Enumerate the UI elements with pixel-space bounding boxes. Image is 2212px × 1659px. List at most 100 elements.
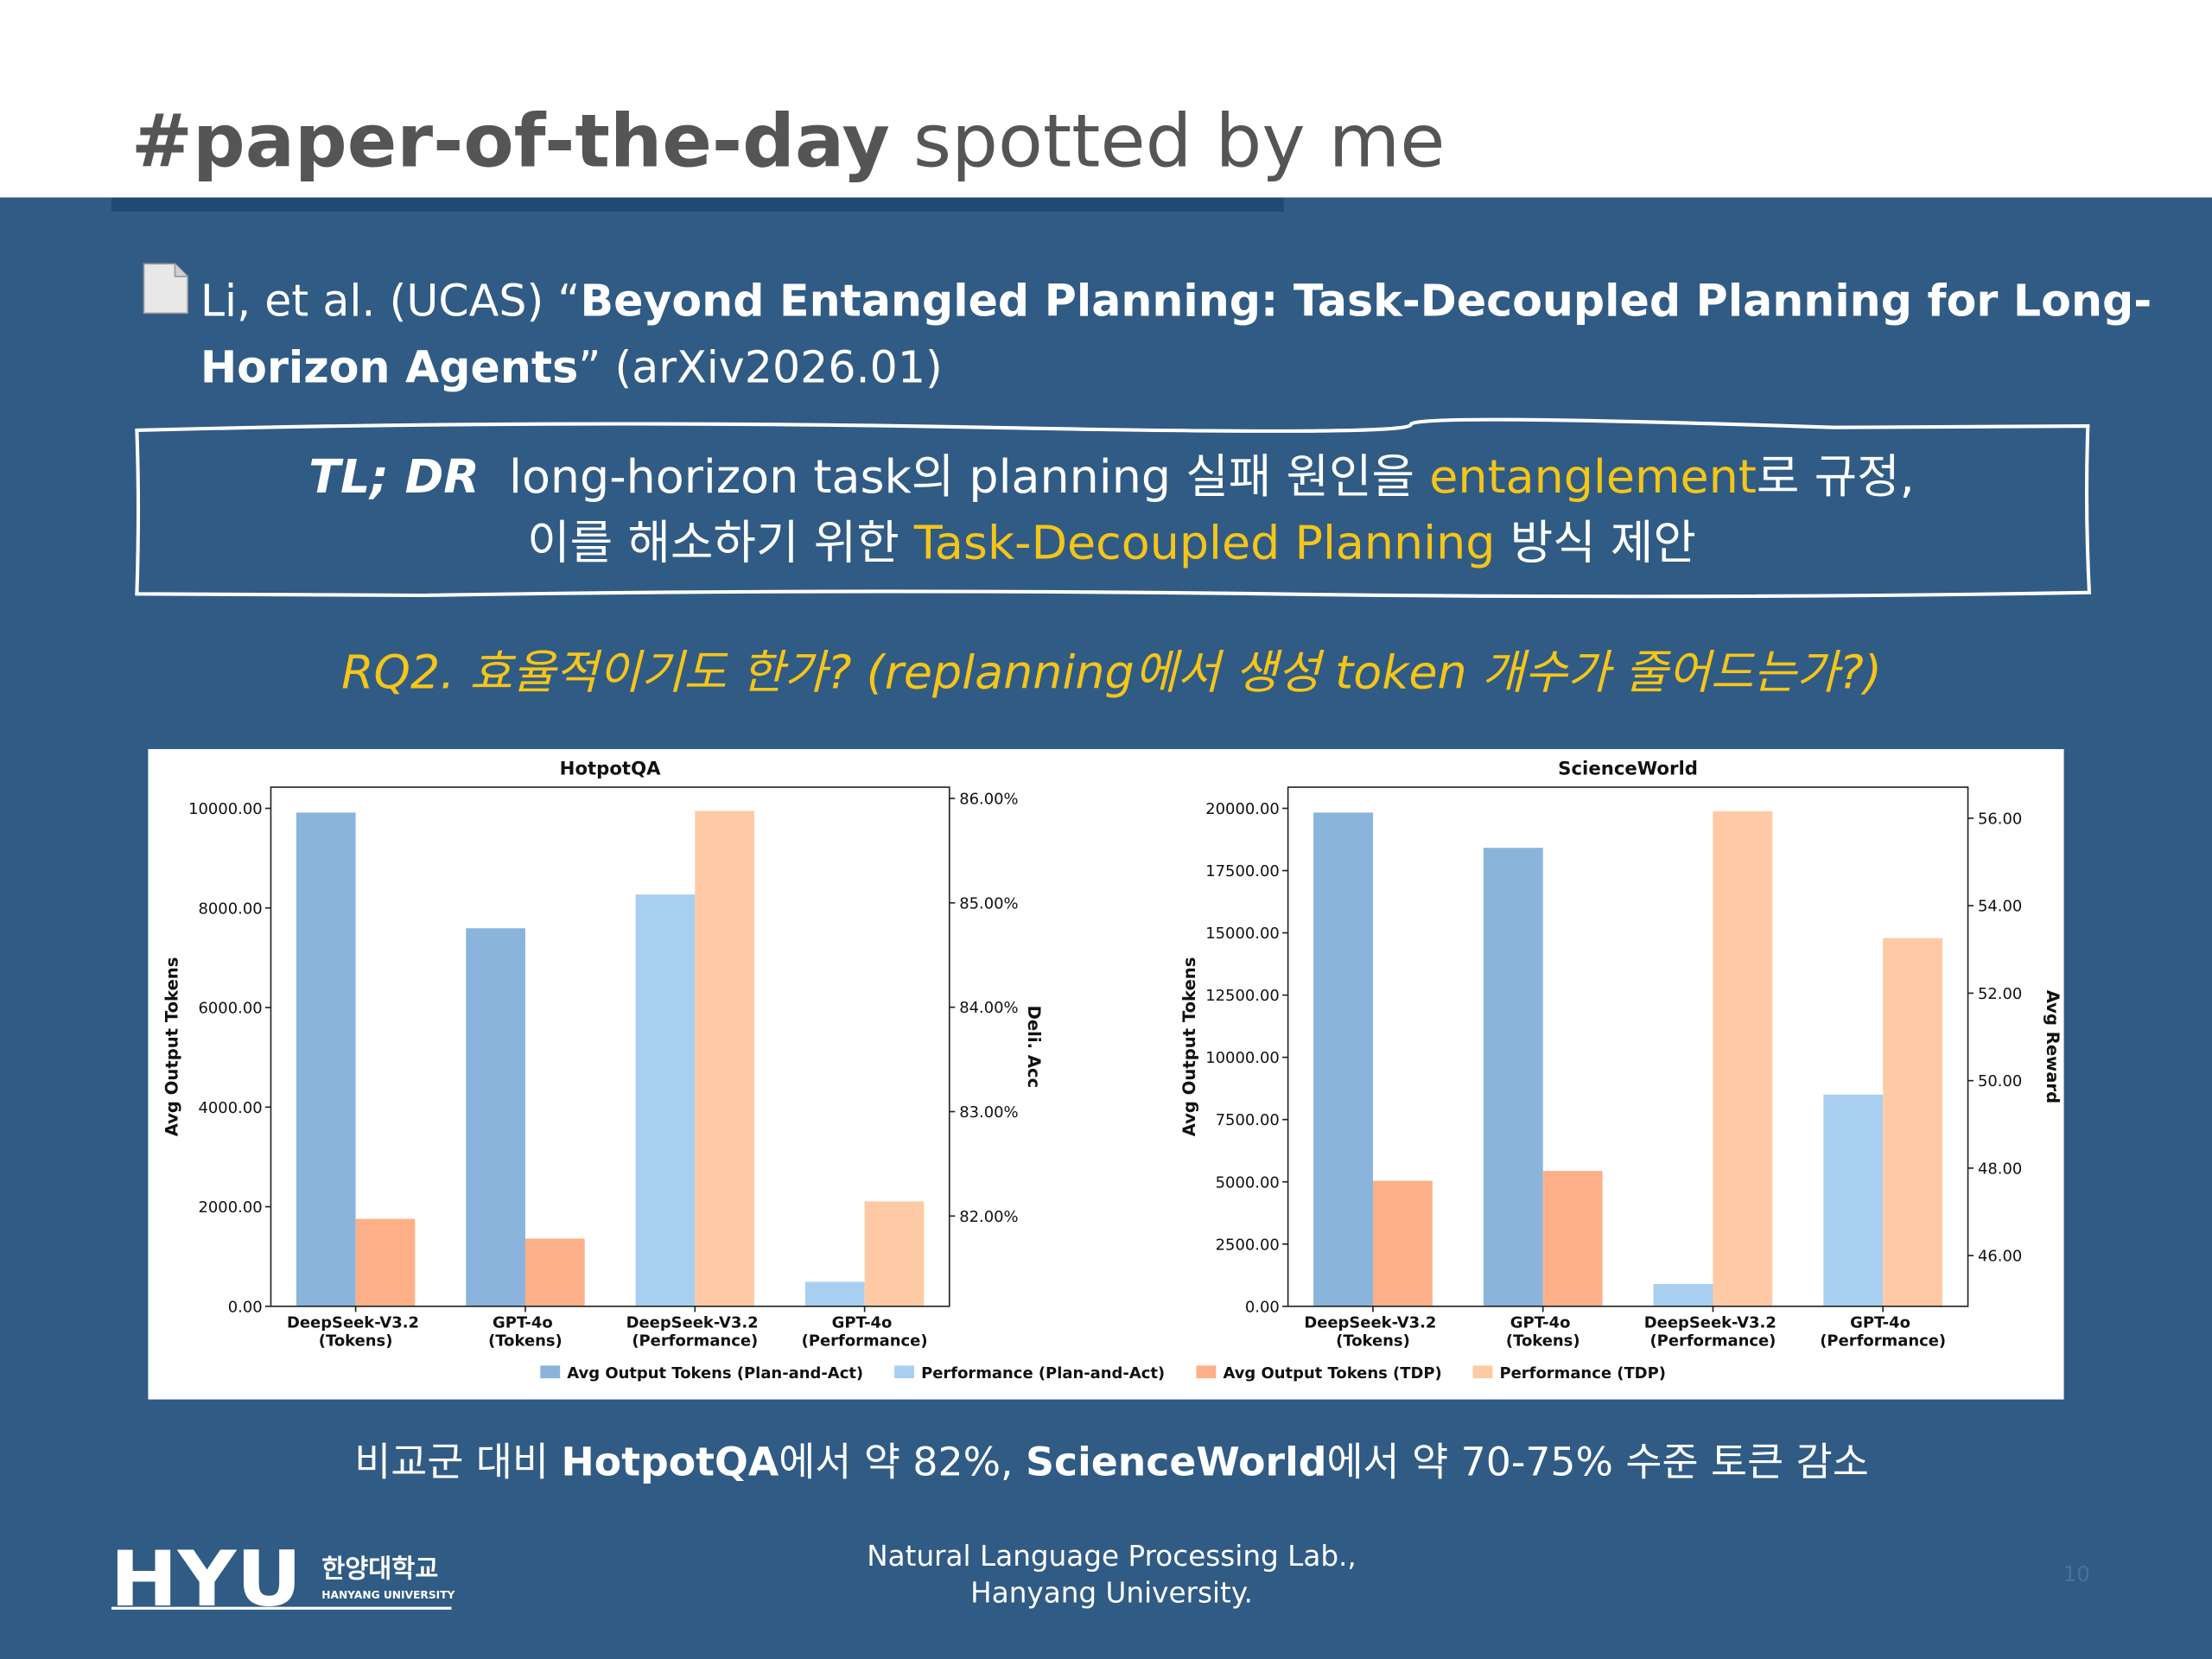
y-tick-label: 2000.00 bbox=[198, 1198, 262, 1217]
legend-swatch bbox=[540, 1365, 561, 1379]
y-tick-label: 17500.00 bbox=[1205, 862, 1280, 880]
text-run: spotted by me bbox=[890, 99, 1446, 185]
plot-frame bbox=[1287, 786, 1969, 1307]
tldr-text: 이를 해소하기 위한 Task-Decoupled Planning 방식 제안 bbox=[527, 516, 1696, 570]
y-axis-label: Avg Output Tokens bbox=[162, 957, 182, 1137]
text-run: 이를 해소하기 위한 bbox=[527, 516, 914, 570]
bar bbox=[1483, 848, 1543, 1306]
y2-axis-label: Deli. Acc bbox=[1024, 1006, 1044, 1089]
text-run: Beyond Entangled Planning: Task-Decouple… bbox=[581, 276, 2152, 327]
x-tick-label: DeepSeek-V3.2 (Performance) bbox=[626, 1313, 764, 1350]
y-tick-label: 10000.00 bbox=[188, 800, 263, 818]
text-run: 에서 약 82%, bbox=[779, 1440, 1026, 1485]
logo-mark: HYU bbox=[110, 1535, 302, 1624]
header-underline bbox=[111, 197, 1284, 212]
chart-title: ScienceWorld bbox=[1558, 758, 1698, 779]
y2-tick-label: 52.00 bbox=[1978, 985, 2022, 1003]
citation: Li, et al. (UCAS) “Beyond Entangled Plan… bbox=[200, 276, 2152, 327]
y-tick-label: 12500.00 bbox=[1205, 987, 1280, 1005]
header-band bbox=[0, 0, 2212, 198]
legend-label: Performance (TDP) bbox=[1500, 1364, 1666, 1382]
x-tick-label: DeepSeek-V3.2 (Tokens) bbox=[1304, 1313, 1441, 1350]
bar bbox=[635, 894, 696, 1306]
footer-lab: Natural Language Processing Lab., bbox=[867, 1540, 1357, 1573]
bar bbox=[1542, 1171, 1603, 1306]
legend-swatch bbox=[1196, 1365, 1217, 1379]
x-tick-label: GPT-4o (Performance) bbox=[802, 1313, 928, 1350]
text-run: 방식 제안 bbox=[1495, 516, 1695, 570]
bar bbox=[296, 812, 356, 1306]
y-tick-label: 7500.00 bbox=[1216, 1111, 1280, 1129]
tldr-text: TL; DR long-horizon task의 planning 실패 원인… bbox=[308, 449, 1915, 504]
y2-tick-label: 82.00% bbox=[959, 1208, 1018, 1226]
bar bbox=[695, 810, 755, 1306]
text-run: ScienceWorld bbox=[1026, 1440, 1326, 1485]
y2-tick-label: 86.00% bbox=[959, 791, 1018, 809]
legend-swatch bbox=[894, 1365, 914, 1379]
doc-icon bbox=[143, 263, 188, 315]
y-tick-label: 8000.00 bbox=[198, 899, 262, 918]
text-run: Li, et al. (UCAS) “ bbox=[200, 276, 581, 327]
y-tick-label: 0.00 bbox=[1245, 1298, 1280, 1316]
footer-lab: Hanyang University. bbox=[970, 1577, 1253, 1610]
y-tick-label: 4000.00 bbox=[198, 1099, 262, 1117]
bar bbox=[355, 1218, 416, 1306]
text-run: Hanyang University. bbox=[970, 1577, 1253, 1610]
y2-axis-label: Avg Reward bbox=[2043, 990, 2063, 1103]
y-axis-label: Avg Output Tokens bbox=[1179, 957, 1199, 1137]
y-tick-label: 15000.00 bbox=[1205, 925, 1280, 943]
bar bbox=[1372, 1180, 1433, 1306]
bar bbox=[1883, 938, 1943, 1306]
legend-swatch bbox=[1472, 1365, 1493, 1379]
y-tick-label: 5000.00 bbox=[1216, 1173, 1280, 1192]
y2-tick-label: 83.00% bbox=[959, 1103, 1018, 1122]
legend-label: Avg Output Tokens (Plan-and-Act) bbox=[567, 1364, 863, 1382]
y-tick-label: 6000.00 bbox=[198, 1000, 262, 1018]
text-run: TL; DR bbox=[308, 449, 480, 504]
text-run: 에서 약 70-75% 수준 토큰 감소 bbox=[1326, 1440, 1868, 1485]
text-run: Horizon Agents bbox=[200, 341, 578, 392]
text-run: long-horizon task의 planning 실패 원인을 bbox=[480, 449, 1429, 504]
y2-tick-label: 85.00% bbox=[959, 894, 1018, 912]
text-run: 로 규정, bbox=[1757, 449, 1915, 504]
bar bbox=[524, 1238, 585, 1306]
text-run: ” (arXiv2026.01) bbox=[578, 341, 943, 392]
y2-tick-label: 56.00 bbox=[1978, 810, 2022, 828]
chart-title: HotpotQA bbox=[560, 758, 661, 779]
y2-tick-label: 46.00 bbox=[1978, 1248, 2022, 1266]
x-tick-label: DeepSeek-V3.2 (Tokens) bbox=[287, 1313, 424, 1350]
text-run: Natural Language Processing Lab., bbox=[867, 1540, 1357, 1573]
page-number: 10 bbox=[2063, 1561, 2090, 1586]
y-tick-label: 2500.00 bbox=[1216, 1236, 1280, 1254]
logo-name-en: HANYANG UNIVERSITY bbox=[321, 1589, 454, 1601]
citation: Horizon Agents” (arXiv2026.01) bbox=[200, 341, 943, 392]
tldr-box bbox=[135, 417, 2092, 599]
summary: 비교군 대비 HotpotQA에서 약 82%, ScienceWorld에서 … bbox=[354, 1440, 1869, 1485]
y2-tick-label: 48.00 bbox=[1978, 1160, 2022, 1178]
slide-title: #paper-of-the-day spotted by me bbox=[131, 99, 1446, 185]
x-tick-label: GPT-4o (Tokens) bbox=[488, 1313, 563, 1350]
legend-label: Avg Output Tokens (TDP) bbox=[1224, 1364, 1442, 1382]
x-tick-label: GPT-4o (Performance) bbox=[1820, 1313, 1946, 1350]
logo-name-ko: 한양대학교 bbox=[321, 1554, 438, 1583]
text-run: HotpotQA bbox=[562, 1440, 779, 1485]
bar bbox=[864, 1201, 925, 1306]
bar bbox=[1653, 1284, 1713, 1306]
bar bbox=[804, 1281, 865, 1306]
text-run: 비교군 대비 bbox=[354, 1440, 561, 1485]
x-tick-label: GPT-4o (Tokens) bbox=[1506, 1313, 1580, 1350]
plot-frame bbox=[270, 786, 950, 1307]
research-question: RQ2. 효율적이기도 한가? (replanning에서 생성 token 개… bbox=[341, 645, 1882, 700]
chart-panel bbox=[148, 748, 2064, 1400]
y2-tick-label: 84.00% bbox=[959, 999, 1018, 1017]
text-run: RQ2. 효율적이기도 한가? (replanning에서 생성 token 개… bbox=[341, 645, 1882, 700]
y-tick-label: 10000.00 bbox=[1205, 1049, 1280, 1067]
x-tick-label: DeepSeek-V3.2 (Performance) bbox=[1644, 1313, 1782, 1350]
y2-tick-label: 54.00 bbox=[1978, 898, 2022, 916]
bar bbox=[1313, 812, 1373, 1306]
bar bbox=[1713, 810, 1773, 1306]
legend-label: Performance (Plan-and-Act) bbox=[921, 1364, 1165, 1382]
bar bbox=[1823, 1094, 1884, 1306]
